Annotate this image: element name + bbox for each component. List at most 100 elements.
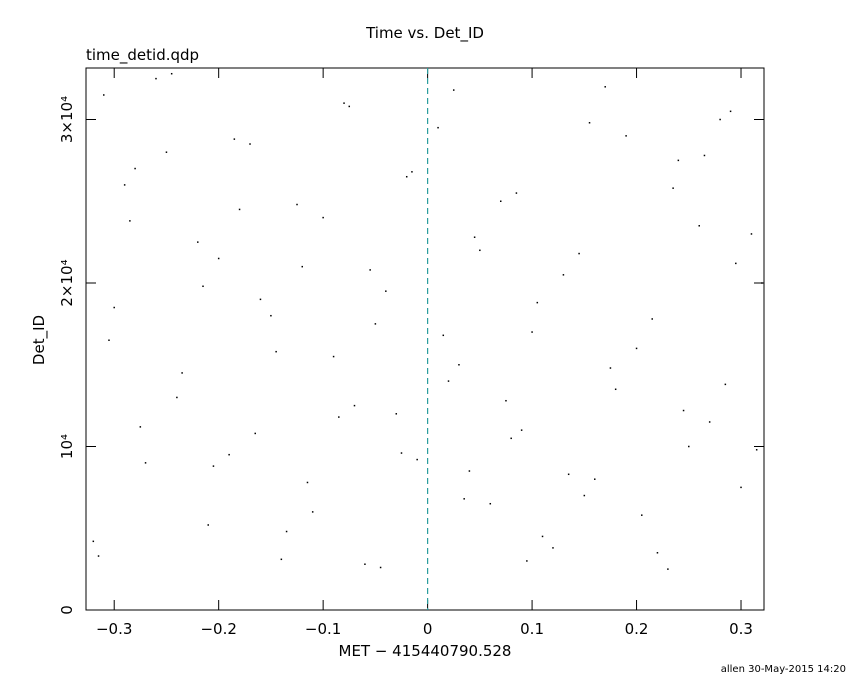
point <box>750 233 753 235</box>
y-tick-label: 0 <box>58 605 76 615</box>
point <box>520 429 523 431</box>
point <box>531 331 533 333</box>
point <box>123 184 126 186</box>
point <box>641 514 643 516</box>
point <box>207 524 209 526</box>
point <box>416 458 418 461</box>
point <box>463 498 465 500</box>
point <box>499 200 502 203</box>
point <box>364 563 366 565</box>
point <box>144 462 147 464</box>
point <box>515 192 518 194</box>
point <box>176 396 178 399</box>
point <box>197 241 199 243</box>
point <box>228 453 230 456</box>
point <box>452 89 455 91</box>
point <box>411 171 413 173</box>
x-tick-label: 0 <box>423 620 433 638</box>
point <box>275 350 277 353</box>
point <box>353 404 356 407</box>
point <box>165 151 168 153</box>
point <box>301 265 303 268</box>
point <box>552 547 554 549</box>
point <box>181 372 183 374</box>
point <box>562 274 565 276</box>
point <box>526 560 528 562</box>
point <box>473 236 476 238</box>
point <box>233 138 236 140</box>
point <box>588 122 591 124</box>
x-tick-label: −0.3 <box>96 620 132 638</box>
point <box>708 421 711 423</box>
point <box>405 175 408 178</box>
point <box>369 269 371 271</box>
point <box>254 432 256 435</box>
point <box>212 465 215 467</box>
point <box>703 154 706 157</box>
point <box>667 568 669 570</box>
point <box>332 355 335 358</box>
point <box>348 105 351 108</box>
point <box>259 298 262 301</box>
point <box>270 314 272 317</box>
point <box>170 72 173 75</box>
point <box>682 409 685 412</box>
point <box>583 494 586 497</box>
point <box>113 306 115 309</box>
point <box>594 478 596 480</box>
x-axis-label: MET − 415440790.528 <box>339 642 512 660</box>
point <box>505 399 507 402</box>
point <box>343 102 345 104</box>
point <box>729 110 732 113</box>
point <box>249 143 251 145</box>
point <box>468 470 471 472</box>
point <box>604 86 606 88</box>
point <box>338 416 340 418</box>
point <box>698 225 700 227</box>
x-tick-label: 0.1 <box>520 620 544 638</box>
y-tick-label: 10⁴ <box>58 434 76 459</box>
point <box>672 187 674 189</box>
point <box>489 502 492 505</box>
x-tick-label: 0.2 <box>625 620 649 638</box>
point <box>724 383 727 386</box>
point <box>755 449 758 451</box>
y-axis-label: Det_ID <box>30 315 49 365</box>
x-tick-label: 0.3 <box>729 620 753 638</box>
point <box>677 159 680 162</box>
point <box>510 437 512 440</box>
point <box>437 126 439 129</box>
point <box>442 334 445 337</box>
point <box>735 262 737 265</box>
point <box>217 257 220 260</box>
point <box>688 445 690 448</box>
point <box>651 318 653 320</box>
point <box>97 555 100 557</box>
point <box>625 135 627 137</box>
point <box>108 339 110 341</box>
point <box>400 452 403 454</box>
point <box>202 285 204 288</box>
point <box>719 118 721 121</box>
point <box>479 249 481 252</box>
x-tick-label: −0.1 <box>305 620 341 638</box>
point <box>92 540 95 543</box>
point <box>285 530 288 533</box>
point <box>609 367 612 369</box>
point <box>155 77 157 80</box>
point <box>296 203 298 206</box>
point <box>374 323 377 325</box>
point <box>536 301 539 304</box>
point <box>385 290 387 292</box>
y-tick-label: 2×10⁴ <box>58 259 76 306</box>
chart-title: Time vs. Det_ID <box>365 24 484 43</box>
point <box>635 347 638 350</box>
point <box>129 220 131 222</box>
point <box>103 94 105 96</box>
point <box>280 558 283 561</box>
plot-frame <box>85 67 765 611</box>
point <box>578 252 580 255</box>
point <box>395 413 398 415</box>
y-tick-label: 3×10⁴ <box>58 96 76 143</box>
